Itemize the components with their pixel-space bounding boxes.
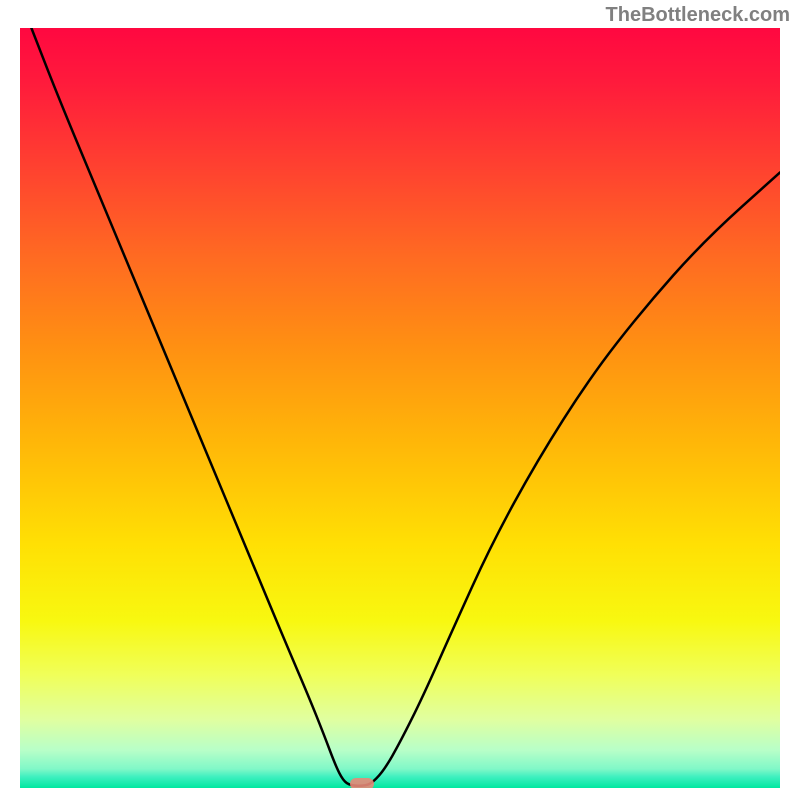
curve-path — [31, 28, 780, 786]
watermark-text: TheBottleneck.com — [606, 4, 790, 27]
bottleneck-curve — [20, 28, 780, 788]
bottleneck-chart — [20, 28, 780, 788]
optimal-point-marker — [350, 778, 374, 788]
